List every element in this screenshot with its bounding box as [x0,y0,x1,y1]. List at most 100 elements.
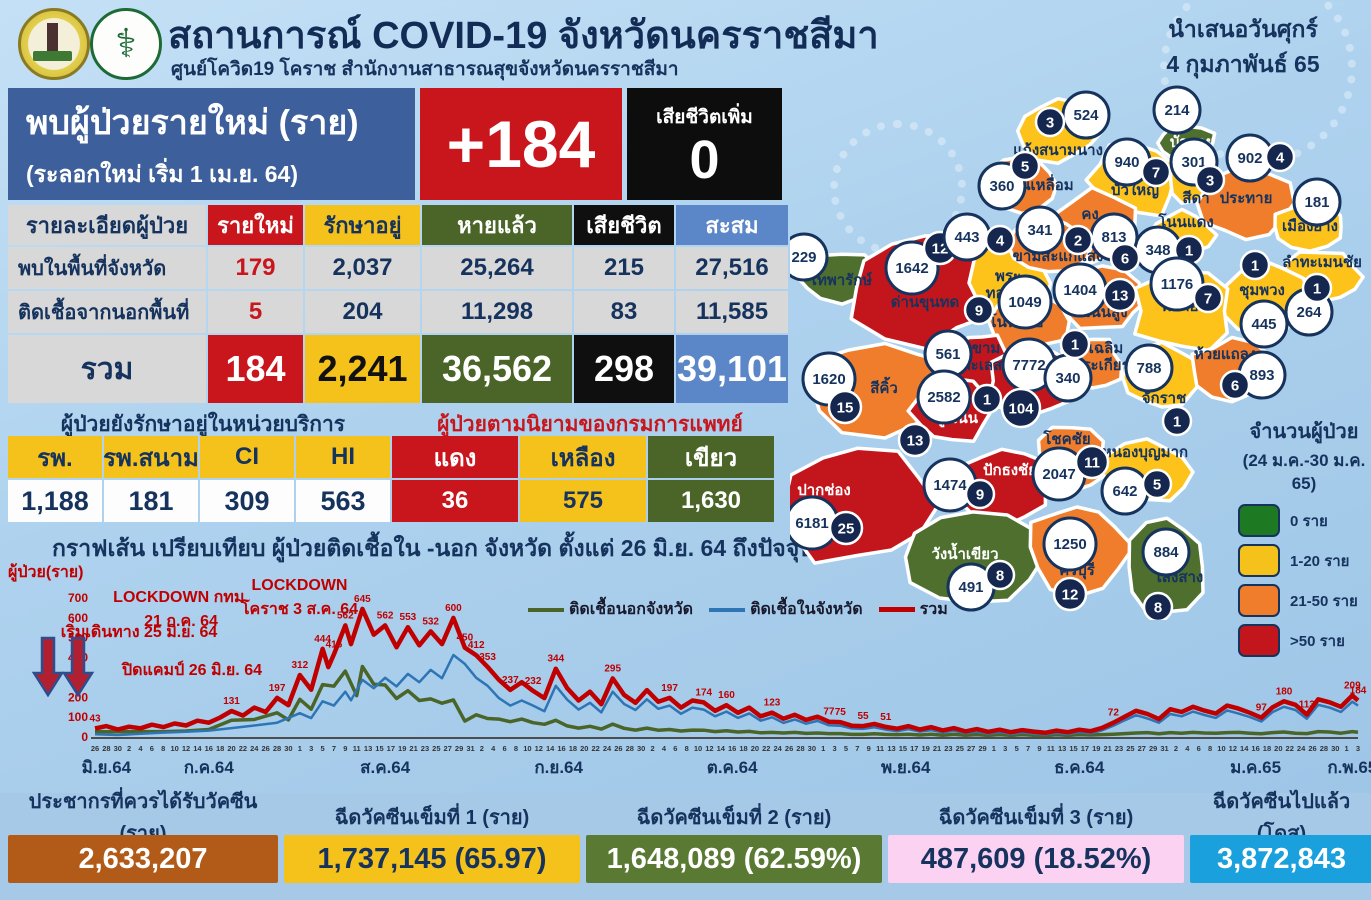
svg-text:360: 360 [989,178,1014,195]
table-total-row: รวม 184 2,241 36,562 298 39,101 [8,335,788,403]
chart-annotation: ปิดแคมป์ 26 มิ.ย. 64 [121,662,262,679]
svg-text:4: 4 [138,744,143,753]
svg-text:ก.พ.65: ก.พ.65 [1327,758,1371,777]
district-total-badge: 524 [1061,90,1111,140]
district-new-badge: 1 [1301,272,1333,304]
svg-text:72: 72 [1108,708,1120,719]
svg-text:22: 22 [1286,744,1294,753]
district-new-badge: 4 [1264,141,1296,173]
district-total-badge: 340 [1043,353,1093,403]
vaccine-col-dose3: ฉีดวัคซีนเข็มที่ 3 (ราย) 487,609 (18.52%… [888,799,1184,883]
svg-text:214: 214 [1164,102,1190,119]
svg-text:15: 15 [1069,744,1077,753]
svg-text:8: 8 [161,744,165,753]
district-total-badge: 788 [1124,343,1174,393]
svg-text:13: 13 [887,744,895,753]
district-total-badge: 6181 [790,495,840,551]
province-seal-logo [18,8,90,80]
district-total-badge: 2582 [916,369,972,425]
svg-text:ธ.ค.64: ธ.ค.64 [1054,758,1105,777]
svg-text:7: 7 [332,744,336,753]
svg-text:16: 16 [205,744,213,753]
svg-text:7: 7 [1152,165,1160,182]
svg-text:7772: 7772 [1012,357,1045,374]
svg-text:2: 2 [1174,744,1178,753]
district-total-badge: 1474 [922,457,978,513]
svg-text:8: 8 [1208,744,1212,753]
svg-text:1474: 1474 [933,477,967,494]
svg-text:ม.ค.65: ม.ค.65 [1230,758,1281,777]
medical-caduceus-icon: ⚕ [115,22,137,66]
svg-text:348: 348 [1145,242,1170,259]
district-label: หนองบุญมาก [1102,444,1188,462]
svg-text:8: 8 [514,744,518,753]
district-new-badge: 7 [1192,282,1224,314]
svg-text:8: 8 [1154,600,1162,617]
svg-text:26: 26 [614,744,622,753]
line-chart: 0100200300400500600700262830มิ.ย.6424681… [31,591,1371,777]
svg-text:13: 13 [1058,744,1066,753]
district-total-badge: 229 [790,232,829,282]
svg-text:184: 184 [1350,685,1367,696]
svg-text:25: 25 [432,744,440,753]
new-cases-title-box: พบผู้ป่วยรายใหม่ (ราย) (ระลอกใหม่ เริ่ม … [8,88,415,200]
chart-annotation: LOCKDOWN กทม. 21 ก.ค. 64 [113,589,249,630]
svg-text:14: 14 [193,744,202,753]
svg-text:3: 3 [1206,173,1214,190]
map-legend: จำนวนผู้ป่วย (24 ม.ค.-30 ม.ค. 65) 0 ราย … [1238,415,1370,664]
svg-text:18: 18 [1263,744,1271,753]
district-total-badge: 561 [923,329,973,379]
district-total-badge: 1176 [1149,256,1205,312]
svg-text:16: 16 [557,744,565,753]
svg-text:813: 813 [1101,229,1126,246]
svg-text:1: 1 [821,744,825,753]
svg-text:12: 12 [705,744,713,753]
svg-text:123: 123 [764,698,781,709]
vaccine-col-dose2: ฉีดวัคซีนเข็มที่ 2 (ราย) 1,648,089 (62.5… [586,799,882,883]
svg-text:18: 18 [216,744,224,753]
district-total-badge: 642 [1100,466,1150,516]
svg-text:6: 6 [503,744,507,753]
svg-text:28: 28 [273,744,281,753]
svg-text:9: 9 [975,303,983,320]
svg-text:19: 19 [921,744,929,753]
svg-text:940: 940 [1114,154,1139,171]
svg-text:3: 3 [1046,115,1054,132]
svg-text:600: 600 [445,603,462,614]
svg-text:พ.ย.64: พ.ย.64 [881,758,931,777]
svg-text:4: 4 [1185,744,1190,753]
svg-text:29: 29 [1149,744,1157,753]
chart-annotation: เริ่มเดินทาง 25 มิ.ย. 64 [60,624,218,641]
district-total-badge: 884 [1141,527,1191,577]
chart-y-axis-label: ผู้ป่วย(ราย) [8,564,84,581]
svg-text:113: 113 [1299,700,1316,711]
district-new-badge: 25 [828,510,864,546]
svg-text:1404: 1404 [1063,282,1097,299]
svg-text:18: 18 [739,744,747,753]
district-total-badge: 2047 [1031,446,1087,502]
svg-text:180: 180 [1276,686,1293,697]
svg-text:902: 902 [1237,150,1262,167]
svg-text:27: 27 [444,744,452,753]
svg-text:264: 264 [1296,304,1322,321]
district-label: ห้วยแถลง [1194,346,1256,363]
svg-text:25: 25 [956,744,964,753]
new-cases-count-box: +184 [420,88,622,200]
svg-text:30: 30 [114,744,122,753]
svg-text:12: 12 [182,744,190,753]
district-label: ปักธงชัย [983,462,1037,479]
svg-text:22: 22 [591,744,599,753]
svg-text:29: 29 [455,744,463,753]
svg-text:2: 2 [480,744,484,753]
svg-text:553: 553 [400,612,417,623]
district-total-badge: 940 [1102,137,1152,187]
district-new-badge: 6 [1219,369,1251,401]
svg-text:5: 5 [320,744,324,753]
district-label: ด่านขุนทด [891,294,960,312]
svg-text:24: 24 [603,744,612,753]
district-label: ลำทะเมนชัย [1282,254,1362,271]
svg-text:77: 77 [823,707,835,718]
svg-text:3: 3 [309,744,313,753]
svg-text:8: 8 [685,744,689,753]
district-label: ขามทะเลสอ [961,340,1011,374]
